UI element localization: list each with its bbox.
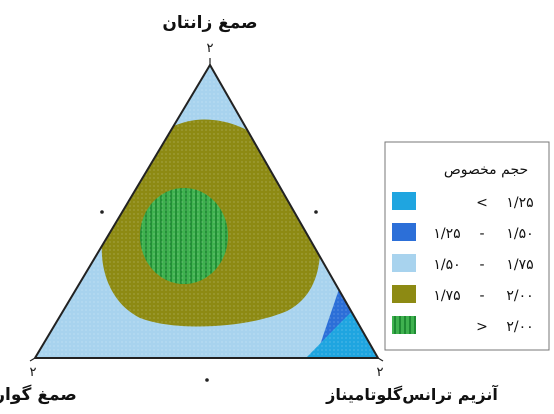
vertex-max-right: ۲: [377, 365, 384, 380]
legend-symbol-3: -: [479, 257, 484, 273]
legend-swatch-2: [392, 223, 416, 241]
legend-symbol-4: -: [479, 288, 484, 304]
legend-swatch-3: [392, 254, 416, 272]
legend-symbol-2: -: [479, 226, 484, 242]
legend-swatch-stripe: [404, 316, 406, 334]
legend-high-1: ۱/۲۵: [506, 195, 533, 211]
legend-rows: <۱/۲۵ ۱/۲۵ - ۱/۵۰ ۱/۵۰ - ۱/۷۵ ۱/۷۵ - ۲/۰۰ > ۲/۰۰: [392, 192, 534, 335]
legend: حجم مخصوص <۱/۲۵ ۱/۲۵ - ۱/۵۰ ۱/۵۰ - ۱/۷۵ ۱/۷۵ - ۲/…: [384, 141, 550, 351]
legend-swatch-stripe: [414, 316, 416, 334]
legend-low-3: ۱/۵۰: [433, 257, 460, 273]
legend-box: [384, 141, 550, 351]
legend-high-5: ۲/۰۰: [506, 319, 533, 335]
vertex-label-top: صمغ زانتان: [162, 13, 257, 33]
midpoint-left: [100, 210, 104, 214]
vertex-label-left: صمغ گوار: [0, 384, 77, 405]
legend-swatch-stripe: [394, 316, 396, 334]
legend-swatch-stripe: [399, 316, 401, 334]
legend-symbol-5: >: [476, 319, 488, 335]
legend-symbol-1: <: [476, 195, 488, 211]
vertex-label-right: آنزیم ترانس‌گلوتامیناز: [325, 384, 498, 404]
right-tick: [377, 357, 384, 362]
vertex-max-top: ۲: [207, 41, 214, 56]
legend-high-3: ۱/۷۵: [506, 257, 533, 273]
midpoint-right: [314, 210, 318, 214]
legend-title: حجم مخصوص: [444, 162, 528, 178]
legend-swatch-4: [392, 285, 416, 303]
legend-low-4: ۱/۷۵: [433, 288, 460, 304]
legend-high-2: ۱/۵۰: [506, 226, 533, 242]
legend-swatch-stripe: [409, 316, 411, 334]
vertex-max-left: ۲: [30, 365, 37, 380]
legend-high-4: ۲/۰۰: [506, 288, 533, 304]
triangle-outline: [33, 63, 380, 359]
left-tick: [29, 357, 36, 362]
legend-low-2: ۱/۲۵: [433, 226, 460, 242]
midpoint-bottom: [205, 378, 209, 382]
legend-swatch-1: [392, 192, 416, 210]
